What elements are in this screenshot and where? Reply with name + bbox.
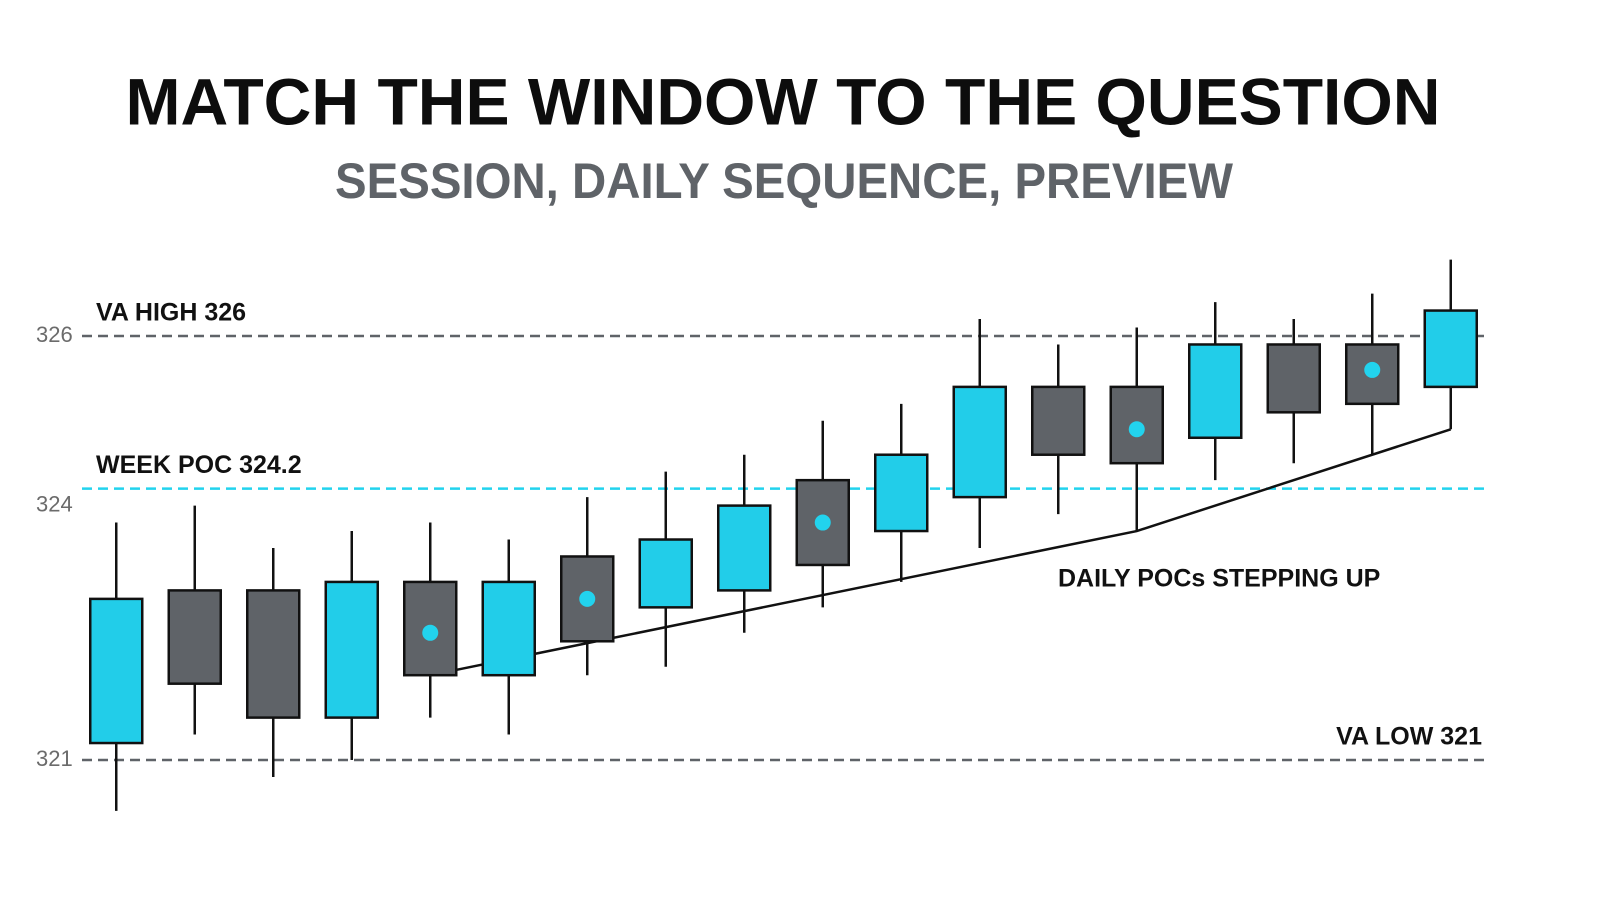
poc-dot [1364, 361, 1381, 378]
y-tick-label: 321 [36, 746, 73, 771]
candle-body [89, 597, 144, 745]
candle-body [1031, 385, 1086, 456]
level-label: VA HIGH 326 [96, 299, 246, 327]
candle-body [167, 589, 222, 685]
trend-label: DAILY POCs STEPPING UP [1058, 565, 1380, 593]
candle-body [324, 580, 379, 719]
candle-body [1266, 343, 1321, 414]
candle-body [1188, 343, 1243, 440]
candle-body [246, 589, 301, 719]
poc-dot [422, 624, 439, 641]
y-tick-label: 326 [36, 322, 73, 347]
poc-dot [579, 590, 596, 607]
y-tick-label: 324 [36, 491, 73, 516]
candle-body [1423, 309, 1478, 389]
poc-dot [1128, 421, 1145, 438]
chart-title: MATCH THE WINDOW TO THE QUESTION [126, 64, 1441, 138]
candle-body [481, 580, 536, 677]
level-label: VA LOW 321 [1336, 723, 1482, 751]
candle-body [874, 453, 929, 533]
candle-body [952, 385, 1007, 499]
candle-body [717, 504, 772, 592]
level-label: WEEK POC 324.2 [96, 451, 302, 479]
chart-subtitle: SESSION, DAILY SEQUENCE, PREVIEW [335, 153, 1234, 209]
candle-body [638, 538, 693, 609]
poc-dot [814, 514, 831, 531]
